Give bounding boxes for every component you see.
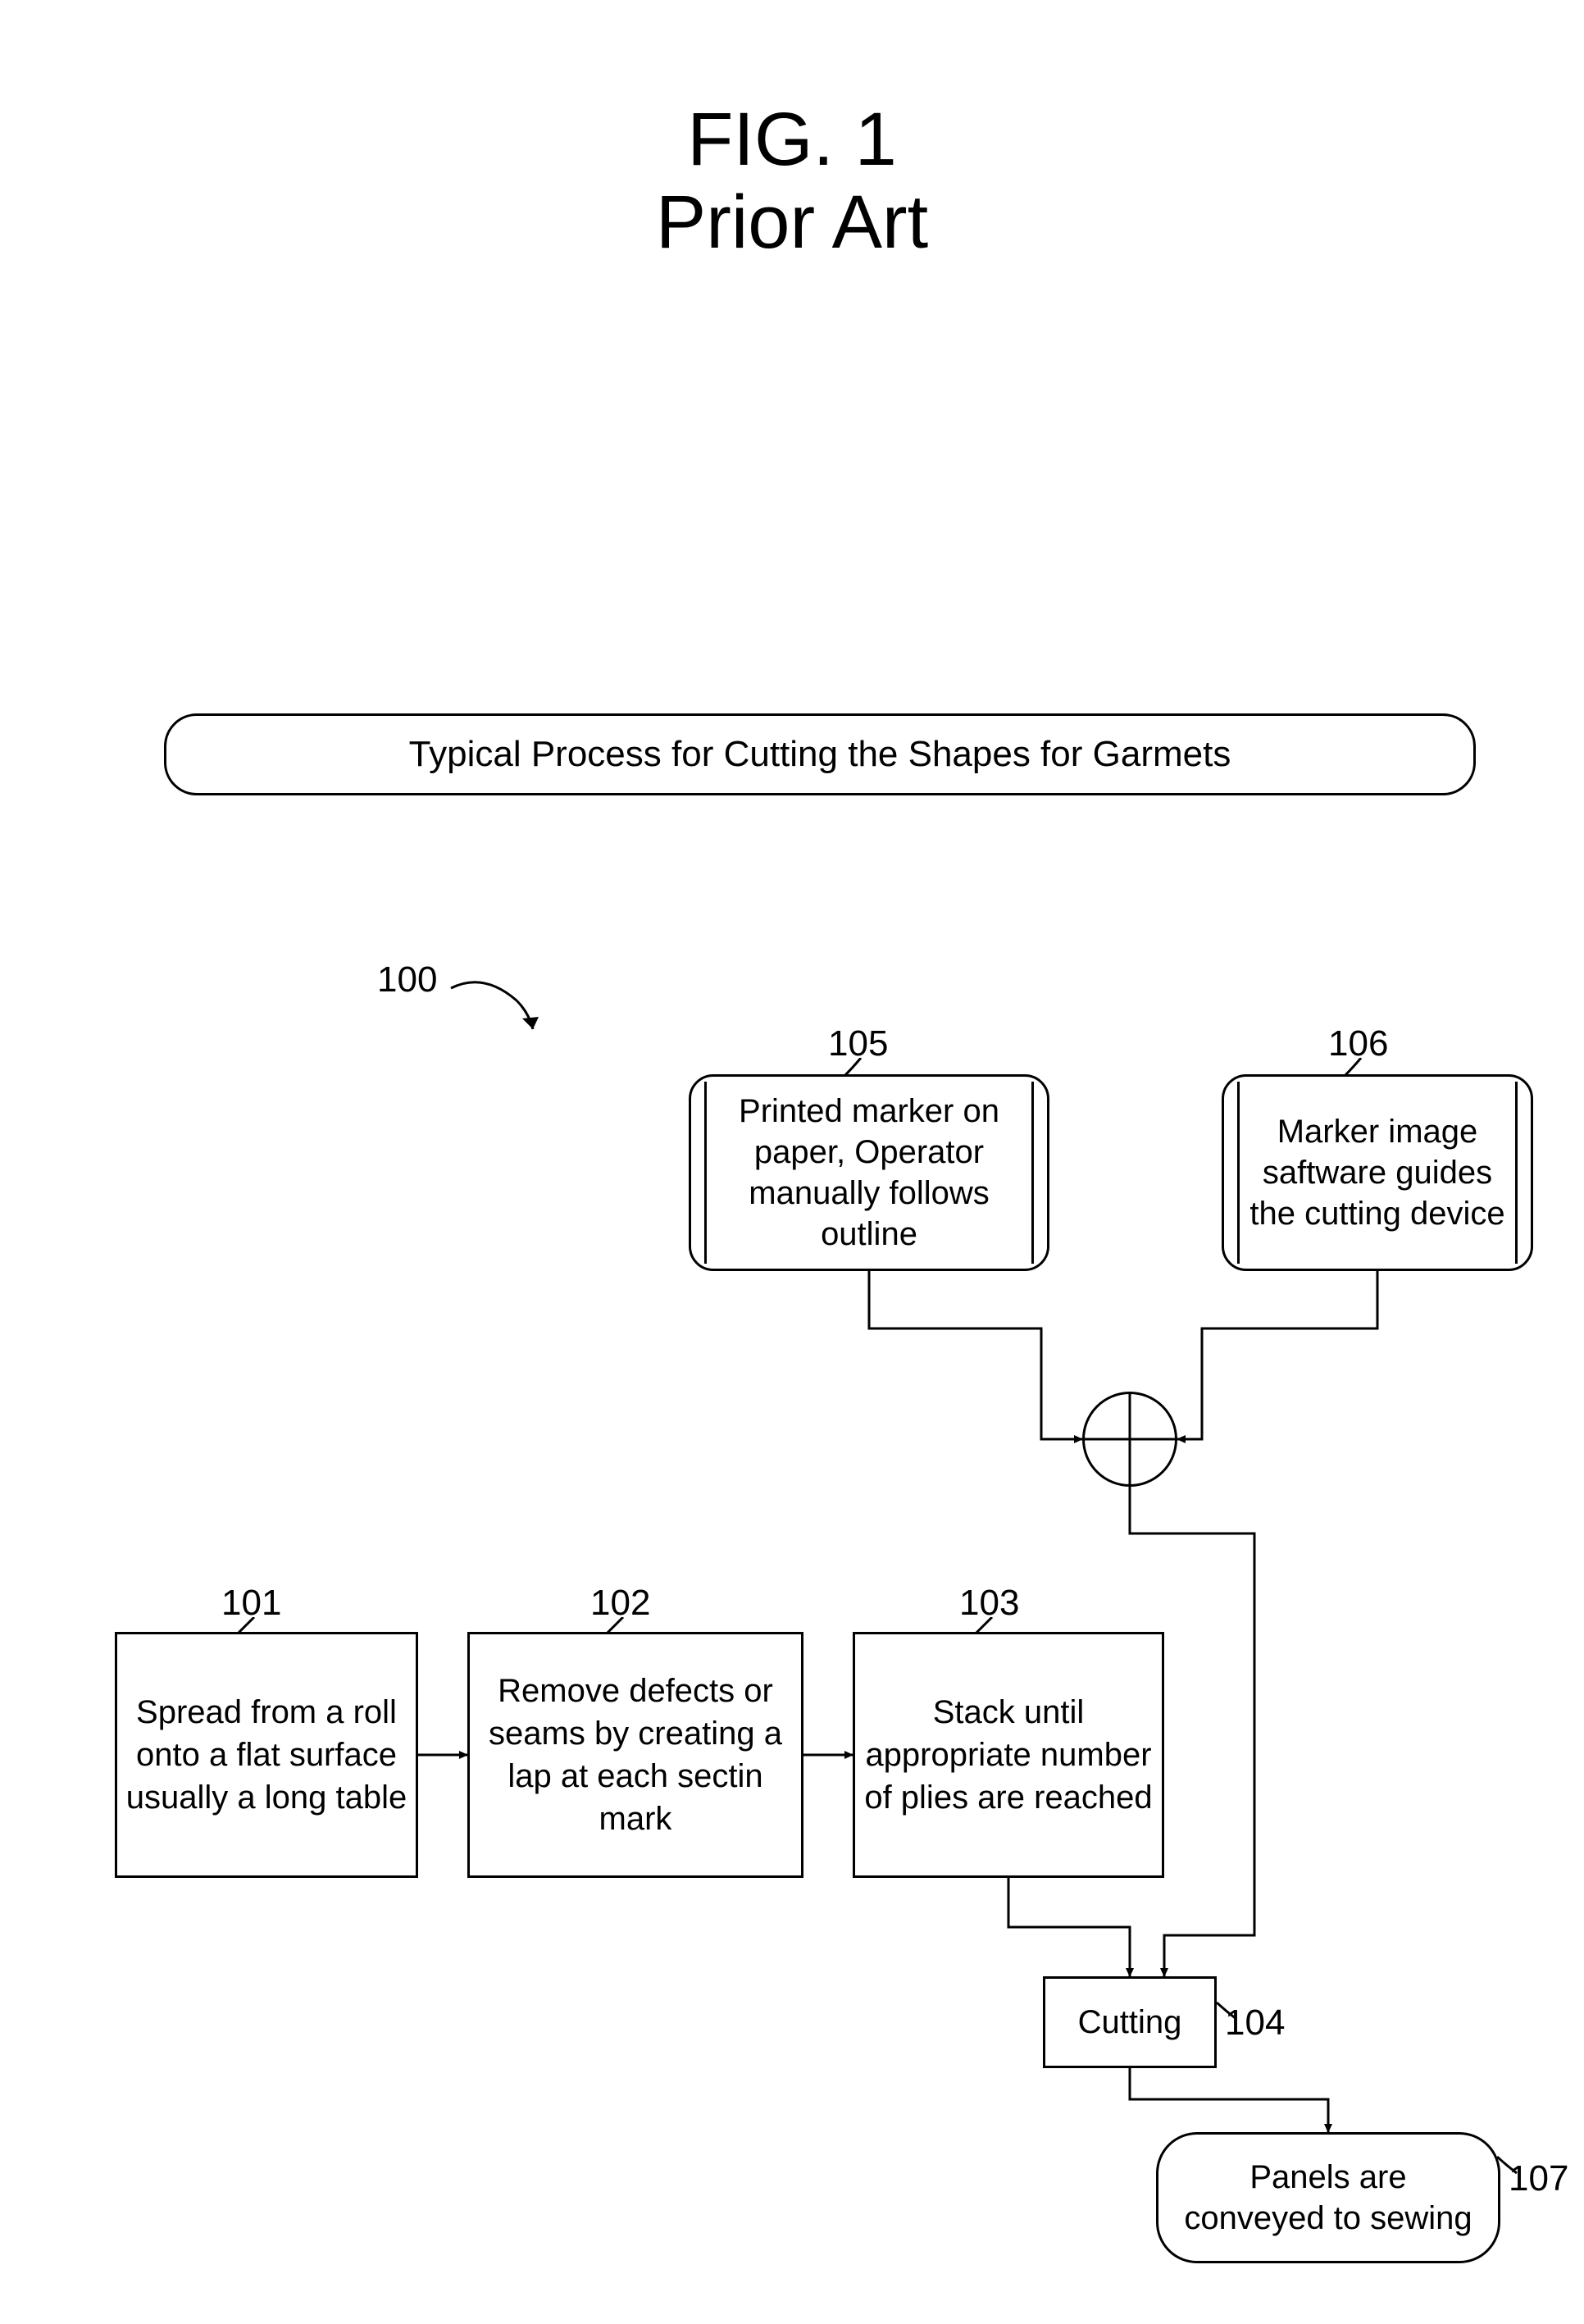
edges-layer bbox=[0, 0, 1584, 2324]
figure-page: FIG. 1 Prior Art Typical Process for Cut… bbox=[0, 0, 1584, 2324]
